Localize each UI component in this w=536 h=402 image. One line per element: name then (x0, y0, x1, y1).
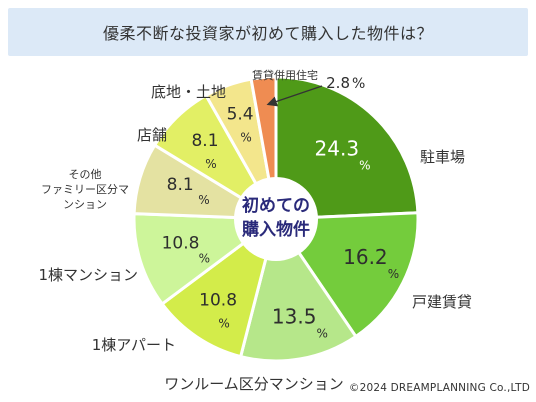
percent-sign-2: % (388, 267, 399, 281)
percent-sign-8: % (240, 130, 251, 144)
category-label-4: 1棟アパート (92, 336, 176, 354)
category-label-7: 店舗 (137, 126, 167, 144)
percent-sign-9: % (352, 76, 365, 92)
category-label-1: 駐車場 (420, 148, 465, 166)
category-label-3: ワンルーム区分マンション (164, 375, 344, 393)
percent-sign-3: % (316, 326, 327, 340)
category-label-5: 1棟マンション (38, 266, 138, 284)
percent-sign-6: % (198, 193, 209, 207)
value-label-8: 5.4 (227, 104, 254, 124)
center-label-line-1: 初めての (242, 195, 310, 216)
value-label-1: 24.3 (315, 136, 360, 160)
value-labels: 24.3%16.2%13.5%10.8%10.8%8.1%8.1%5.4%2.8… (162, 74, 400, 340)
pie-slice-1 (274, 75, 420, 221)
value-label-3: 13.5 (272, 304, 317, 328)
chart-title: 優柔不断な投資家が初めて購入した物件は？ (102, 24, 433, 43)
value-label-9: 2.8 (326, 74, 350, 92)
title-banner: 優柔不断な投資家が初めて購入した物件は？ (8, 8, 528, 56)
value-label-5: 10.8 (162, 234, 200, 254)
category-label-6: その他ファミリー区分マンション (41, 168, 129, 211)
value-label-7: 8.1 (191, 131, 218, 151)
donut-hole (234, 177, 318, 261)
value-label-4: 10.8 (199, 290, 237, 310)
category-label-2: 戸建賃貸 (412, 293, 472, 311)
percent-sign-4: % (218, 316, 229, 330)
percent-sign-7: % (205, 157, 216, 171)
percent-sign-5: % (199, 252, 210, 266)
category-label-9: 賃貸併用住宅 (252, 68, 318, 82)
pie-slice-2 (273, 211, 420, 339)
copyright: ©2024 DREAMPLANNING Co.,LTD (348, 382, 530, 394)
percent-sign-1: % (359, 158, 370, 172)
category-label-8: 底地・土地 (151, 83, 226, 101)
callout-arrow (266, 85, 323, 107)
center-label-line-2: 購入物件 (242, 219, 310, 240)
pie-slice-4 (160, 215, 279, 359)
value-label-6: 8.1 (167, 175, 194, 195)
value-label-2: 16.2 (343, 245, 388, 269)
